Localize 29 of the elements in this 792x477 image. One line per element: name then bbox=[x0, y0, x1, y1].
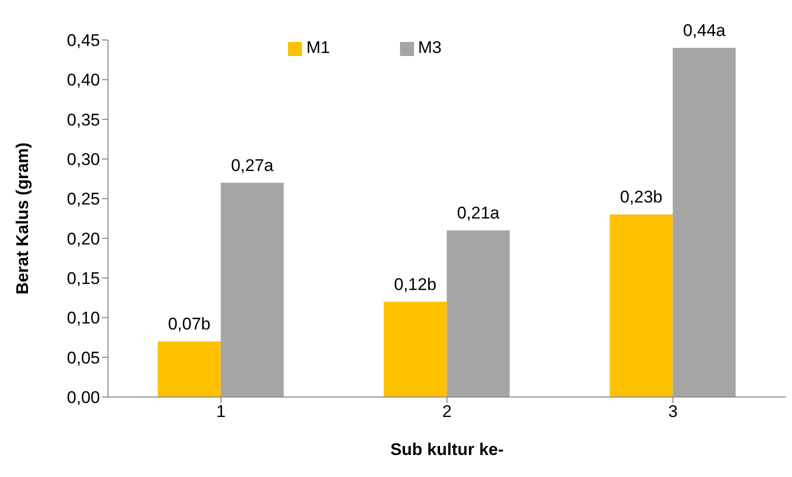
bar bbox=[610, 214, 673, 397]
data-label: 0,12b bbox=[394, 274, 436, 294]
y-axis-title: Berat Kalus (gram) bbox=[13, 142, 32, 295]
data-label: 0,07b bbox=[168, 314, 210, 334]
bar bbox=[158, 341, 221, 397]
y-tick-label: 0,00 bbox=[66, 388, 100, 408]
bar bbox=[446, 230, 510, 397]
data-label: 0,44a bbox=[682, 20, 726, 40]
data-label: 0,23b bbox=[620, 188, 662, 207]
x-tick-label: 2 bbox=[442, 402, 452, 422]
data-label: 0,21a bbox=[456, 203, 500, 222]
data-label: 0,27a bbox=[230, 156, 274, 175]
y-tick-label: 0,10 bbox=[66, 308, 100, 328]
y-tick-label: 0,45 bbox=[66, 31, 100, 50]
y-tick-label: 0,25 bbox=[66, 190, 100, 209]
x-tick-label: 3 bbox=[668, 402, 678, 422]
y-tick-label: 0,30 bbox=[66, 150, 100, 170]
bar bbox=[384, 302, 447, 397]
bar bbox=[220, 182, 284, 397]
legend-label: M3 bbox=[418, 38, 442, 57]
y-tick-label: 0,20 bbox=[66, 229, 100, 248]
legend-label: M1 bbox=[306, 38, 330, 57]
x-axis-title: Sub kultur ke- bbox=[390, 440, 504, 459]
y-tick-label: 0,15 bbox=[66, 269, 100, 288]
y-tick-label: 0,35 bbox=[66, 110, 100, 130]
y-tick-label: 0,05 bbox=[66, 348, 100, 368]
x-tick-label: 1 bbox=[216, 402, 226, 422]
y-tick-label: 0,40 bbox=[66, 70, 100, 90]
bar bbox=[672, 48, 736, 397]
